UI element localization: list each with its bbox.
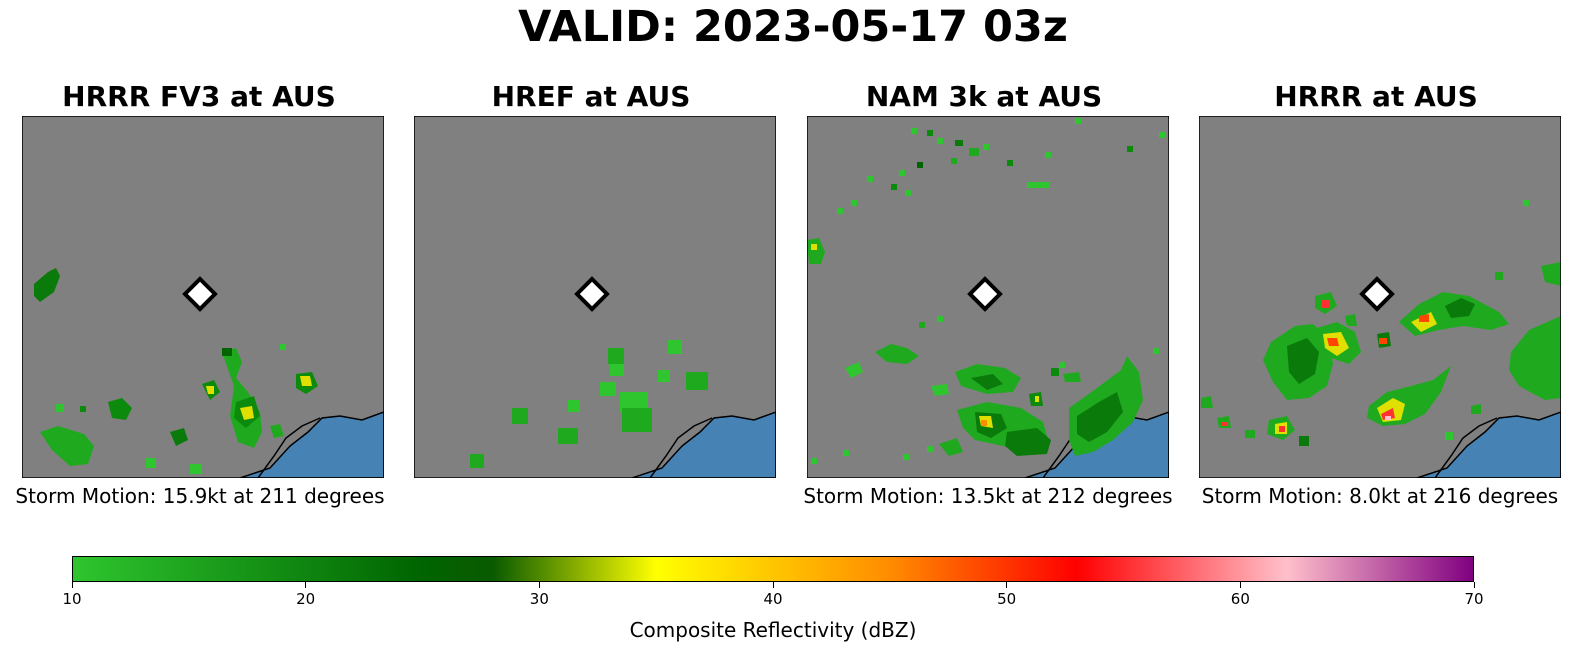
colorbar-tick-label: 50 bbox=[997, 590, 1017, 608]
panel-title-4: HRRR at AUS bbox=[1274, 80, 1478, 113]
main-title: VALID: 2023-05-17 03z bbox=[518, 2, 1068, 52]
map-panel-2 bbox=[414, 116, 776, 478]
coastline bbox=[1434, 417, 1498, 478]
colorbar-tick bbox=[1006, 582, 1008, 588]
colorbar-tick bbox=[71, 582, 73, 588]
aus-marker bbox=[967, 276, 1003, 312]
panel-title-1: HRRR FV3 at AUS bbox=[62, 80, 336, 113]
reflectivity-cells bbox=[807, 118, 1165, 464]
colorbar-tick-label: 20 bbox=[296, 590, 316, 608]
colorbar-tick-label: 70 bbox=[1464, 590, 1484, 608]
gulf-water bbox=[631, 411, 776, 478]
storm-motion-4: Storm Motion: 8.0kt at 216 degrees bbox=[1201, 484, 1559, 508]
panel-title-3: NAM 3k at AUS bbox=[865, 80, 1103, 113]
storm-motion-3: Storm Motion: 13.5kt at 212 degrees bbox=[803, 484, 1173, 508]
aus-marker bbox=[574, 276, 610, 312]
map-panel-4 bbox=[1199, 116, 1561, 478]
colorbar-tick bbox=[772, 582, 774, 588]
panel-title-2: HREF at AUS bbox=[491, 80, 691, 113]
reflectivity-cells bbox=[470, 340, 708, 468]
map-panel-1 bbox=[22, 116, 384, 478]
coastline bbox=[649, 417, 713, 478]
map-panel-3 bbox=[807, 116, 1169, 478]
reflectivity-cells bbox=[1201, 200, 1561, 446]
colorbar-tick bbox=[1239, 582, 1241, 588]
colorbar-tick bbox=[1473, 582, 1475, 588]
colorbar-tick-label: 10 bbox=[62, 590, 82, 608]
colorbar bbox=[72, 556, 1474, 582]
storm-motion-1: Storm Motion: 15.9kt at 211 degrees bbox=[15, 484, 385, 508]
reflectivity-cells bbox=[34, 268, 318, 474]
colorbar-tick-label: 40 bbox=[763, 590, 783, 608]
coastline bbox=[257, 417, 321, 478]
aus-marker bbox=[182, 276, 218, 312]
colorbar-label: Composite Reflectivity (dBZ) bbox=[629, 618, 917, 642]
colorbar-tick-label: 30 bbox=[529, 590, 549, 608]
colorbar-tick bbox=[538, 582, 540, 588]
aus-marker bbox=[1359, 276, 1395, 312]
colorbar-tick bbox=[305, 582, 307, 588]
gulf-water bbox=[239, 411, 384, 478]
gulf-water bbox=[1416, 411, 1561, 478]
colorbar-tick-label: 60 bbox=[1230, 590, 1250, 608]
